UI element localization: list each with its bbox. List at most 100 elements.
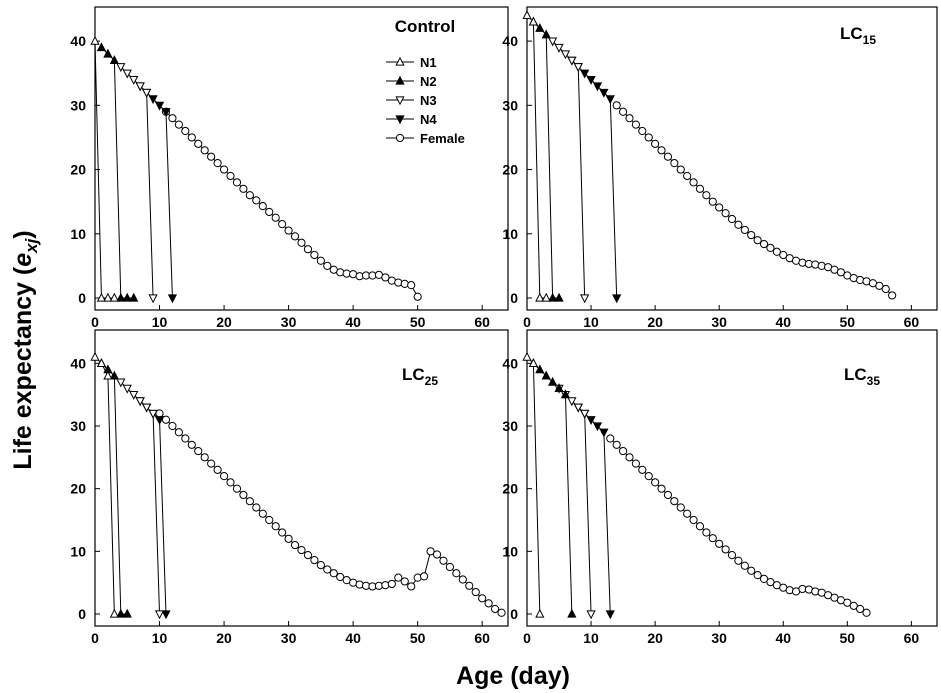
- series-line-n3: [120, 66, 154, 299]
- series-line-n4: [139, 85, 173, 299]
- x-tick-label: 30: [711, 630, 727, 646]
- data-point-female: [297, 238, 306, 247]
- data-point-n3: [122, 384, 132, 394]
- x-axis-label: Age (day): [456, 662, 570, 690]
- data-point-n3: [142, 403, 152, 413]
- data-point-n2: [96, 42, 107, 52]
- data-point-female: [862, 608, 871, 617]
- data-point-female: [721, 209, 730, 218]
- data-point-n2: [122, 292, 132, 302]
- legend-label: N3: [420, 93, 437, 108]
- data-point-female: [400, 577, 409, 586]
- y-tick-label: 30: [70, 97, 86, 113]
- data-point-female: [381, 273, 390, 282]
- data-point-n4: [586, 416, 596, 425]
- panel-title-main: LC: [844, 365, 867, 384]
- data-point-female: [168, 421, 177, 431]
- data-point-female: [439, 556, 448, 565]
- x-tick-label: 20: [216, 314, 232, 330]
- data-point-n2: [541, 29, 551, 39]
- data-point-n1: [109, 292, 119, 302]
- data-point-n2: [554, 292, 564, 302]
- data-point-n1: [535, 608, 545, 618]
- series-markers-n2: [96, 358, 132, 618]
- data-point-female: [772, 247, 781, 256]
- data-point-n2: [129, 292, 139, 302]
- data-point-n1: [522, 10, 532, 20]
- y-axis-label-close: ): [9, 230, 37, 238]
- x-tick-label: 10: [152, 630, 168, 646]
- data-point-female: [702, 528, 711, 537]
- data-point-female: [676, 165, 685, 174]
- data-point-female: [387, 579, 396, 589]
- series-line-n2: [101, 362, 128, 615]
- data-point-female: [161, 415, 171, 424]
- data-point-female: [689, 515, 698, 525]
- data-point-female: [683, 171, 692, 181]
- legend-marker: [395, 75, 405, 85]
- data-point-n3: [567, 397, 577, 407]
- data-point-female: [258, 202, 267, 211]
- data-point-female: [727, 214, 737, 224]
- x-tick-label: 40: [345, 314, 361, 330]
- data-point-female: [836, 268, 846, 277]
- data-point-female: [252, 503, 261, 512]
- legend-entry-female: Female: [386, 131, 465, 146]
- data-point-n4: [599, 88, 609, 98]
- data-point-female: [290, 540, 300, 550]
- series-markers-female: [612, 101, 897, 300]
- data-point-female: [265, 515, 274, 525]
- series-markers-female: [155, 409, 506, 617]
- x-tick-label: 50: [840, 314, 856, 330]
- panel-2: 0 10 20 30 40 50 60 0 10 20 30 40 LC15: [502, 6, 938, 330]
- data-point-n2: [122, 608, 132, 618]
- data-point-n4: [605, 95, 615, 105]
- data-point-female: [407, 281, 416, 290]
- data-point-female: [174, 120, 183, 129]
- data-point-female: [759, 239, 769, 249]
- x-tick-label: 0: [91, 630, 99, 646]
- data-point-n4: [580, 69, 590, 79]
- series-markers-n2: [528, 358, 577, 618]
- data-point-female: [355, 580, 364, 589]
- data-point-female: [663, 152, 673, 161]
- x-tick-label: 40: [775, 630, 791, 646]
- data-point-n3: [586, 610, 596, 620]
- data-point-n4: [154, 416, 165, 425]
- series-markers-female: [606, 434, 871, 617]
- data-point-n3: [148, 409, 158, 419]
- data-point-female: [303, 245, 313, 254]
- data-point-female: [651, 478, 660, 487]
- y-axis-label-sub: xj: [22, 237, 41, 253]
- data-point-female: [316, 256, 325, 265]
- y-tick-label: 40: [70, 33, 86, 49]
- data-point-female: [303, 550, 313, 560]
- data-point-female: [181, 126, 190, 136]
- data-point-female: [708, 534, 717, 543]
- data-point-n3: [135, 82, 145, 92]
- data-point-n1: [109, 608, 119, 618]
- data-point-n2: [548, 292, 558, 302]
- data-point-female: [239, 184, 248, 193]
- data-point-n2: [541, 370, 551, 380]
- data-point-female: [657, 146, 666, 155]
- series-line-n1: [94, 41, 115, 299]
- plot-frame: [526, 329, 938, 627]
- data-point-n1: [528, 358, 539, 367]
- series-markers-n2: [96, 42, 139, 302]
- data-point-female: [207, 459, 216, 468]
- data-point-female: [426, 547, 435, 556]
- data-point-female: [497, 608, 506, 617]
- data-point-female: [708, 197, 717, 206]
- data-point-n1: [528, 16, 539, 26]
- data-point-female: [445, 562, 455, 572]
- series-markers-n1: [522, 10, 551, 302]
- x-tick-label: 30: [281, 314, 297, 330]
- x-tick-label: 0: [523, 630, 531, 646]
- data-point-female: [625, 453, 634, 462]
- y-tick-label: 0: [78, 290, 86, 306]
- data-point-n3: [580, 409, 590, 419]
- data-point-female: [612, 101, 621, 110]
- data-point-female: [219, 472, 229, 481]
- panel-title-main: LC: [840, 24, 863, 43]
